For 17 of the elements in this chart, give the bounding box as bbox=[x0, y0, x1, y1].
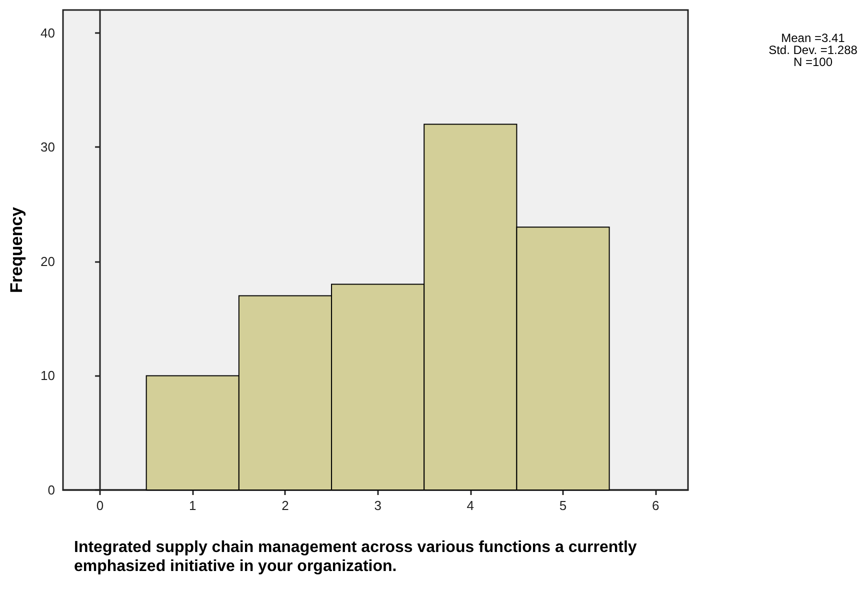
y-tick-label: 30 bbox=[40, 140, 55, 155]
x-tick-label: 5 bbox=[559, 498, 567, 513]
x-axis-title: Integrated supply chain management across various functions a currently emphasized initiative in your organization. bbox=[74, 539, 642, 575]
x-tick-label: 0 bbox=[96, 498, 104, 513]
x-tick-label: 1 bbox=[189, 498, 196, 513]
x-tick-label: 6 bbox=[652, 498, 660, 513]
y-tick-label: 10 bbox=[40, 368, 55, 384]
text: Std. Dev. =1.288 bbox=[768, 43, 858, 57]
x-tick-label: 4 bbox=[466, 498, 474, 513]
y-tick-label: 0 bbox=[48, 482, 55, 498]
text: Mean =3.41 bbox=[781, 31, 846, 45]
x-tick-label: 2 bbox=[282, 498, 289, 513]
x-tick-label: 3 bbox=[374, 498, 382, 513]
y-tick-label: 20 bbox=[40, 254, 55, 269]
y-axis-title: Frequency bbox=[7, 206, 26, 293]
text: N =100 bbox=[793, 55, 833, 69]
y-tick-label: 40 bbox=[40, 25, 55, 40]
